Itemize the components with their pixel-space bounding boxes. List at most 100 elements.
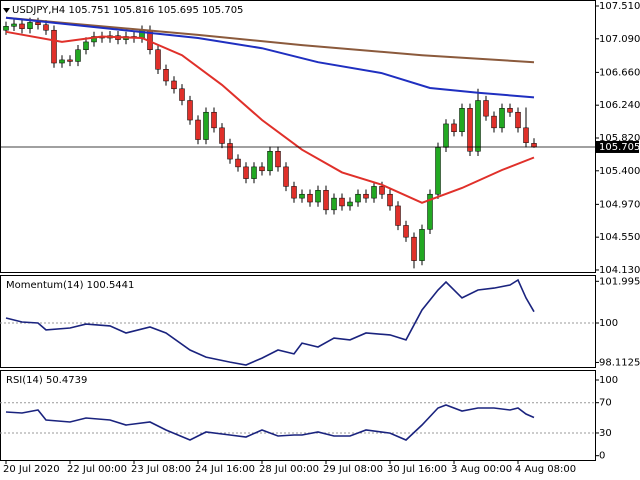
- y-tick-label: 100: [599, 318, 618, 329]
- x-tick-label: 20 Jul 2020: [3, 464, 60, 475]
- candle-body: [59, 59, 65, 64]
- indicator-line: [5, 278, 535, 366]
- y-tick-label: 106.660: [599, 67, 640, 78]
- candle-body: [299, 193, 305, 199]
- y-tick-label: 104.130: [599, 265, 640, 276]
- candle-body: [379, 186, 385, 195]
- candle-body: [507, 108, 513, 113]
- panel-title: RSI(14) 50.4739: [6, 375, 87, 386]
- candle-body: [371, 186, 377, 199]
- panel-frame: [0, 0, 596, 273]
- y-tick-label: 105.820: [599, 133, 640, 144]
- candle-body: [11, 23, 17, 27]
- candle-body: [395, 205, 401, 226]
- candle-body: [67, 59, 73, 62]
- panel-frame: [0, 370, 596, 461]
- candle-body: [499, 108, 505, 129]
- candle-body: [347, 201, 353, 207]
- candle-body: [75, 49, 81, 62]
- x-tick-label: 24 Jul 16:00: [195, 464, 255, 475]
- candle-body: [283, 166, 289, 187]
- candle-body: [523, 127, 529, 143]
- candle-body: [267, 151, 273, 172]
- candle-body: [331, 197, 337, 211]
- candle-body: [411, 236, 417, 261]
- candle-body: [443, 123, 449, 148]
- y-tick-label: 100: [599, 375, 618, 386]
- price-label: 105.705: [599, 142, 640, 153]
- indicator-line: [5, 16, 535, 99]
- y-tick-label: 107.090: [599, 34, 640, 45]
- x-tick-label: 3 Aug 00:00: [451, 464, 512, 475]
- candle-body: [51, 29, 57, 64]
- indicator-line: [5, 16, 535, 64]
- x-tick-label: 30 Jul 16:00: [387, 464, 447, 475]
- candle-body: [531, 143, 537, 148]
- y-tick-label: 0: [599, 451, 605, 462]
- panel-title: USDJPY,H4 105.751 105.816 105.695 105.70…: [12, 5, 243, 16]
- candle-body: [339, 197, 345, 207]
- candle-body: [491, 115, 497, 129]
- candle-body: [211, 111, 217, 129]
- candle-body: [323, 190, 329, 211]
- indicator-line: [5, 30, 535, 204]
- candle-body: [355, 193, 361, 203]
- candle-body: [403, 225, 409, 238]
- y-tick-label: 107.510: [599, 1, 640, 12]
- candle-body: [3, 26, 9, 31]
- candle-body: [91, 36, 97, 43]
- indicator-line: [5, 404, 535, 441]
- x-tick-label: 22 Jul 00:00: [67, 464, 127, 475]
- y-tick-label: 104.970: [599, 199, 640, 210]
- candle-body: [227, 143, 233, 160]
- y-tick-label: 104.550: [599, 232, 640, 243]
- candle-body: [179, 88, 185, 101]
- y-tick-label: 105.400: [599, 166, 640, 177]
- candle-body: [435, 147, 441, 195]
- candle-body: [19, 23, 25, 29]
- candle-body: [363, 193, 369, 199]
- candle-body: [235, 158, 241, 168]
- candle-body: [427, 193, 433, 230]
- panel-title: Momentum(14) 100.5441: [6, 280, 134, 291]
- candle-body: [259, 166, 265, 172]
- candle-body: [419, 229, 425, 261]
- candle-body: [27, 22, 33, 29]
- y-tick-label: 70: [599, 398, 612, 409]
- candle-body: [35, 22, 41, 26]
- candle-body: [43, 24, 49, 31]
- panel-frame: [0, 275, 596, 368]
- candle-body: [315, 190, 321, 203]
- x-tick-label: 4 Aug 08:00: [515, 464, 576, 475]
- candle-body: [467, 108, 473, 152]
- y-tick-label: 30: [599, 428, 612, 439]
- x-tick-label: 29 Jul 08:00: [323, 464, 383, 475]
- candle-body: [187, 100, 193, 121]
- candle-body: [291, 186, 297, 199]
- candle-body: [275, 151, 281, 168]
- price-box: [596, 140, 639, 153]
- candle-body: [203, 111, 209, 140]
- x-tick-label: 28 Jul 00:00: [259, 464, 319, 475]
- candle-body: [243, 166, 249, 179]
- candle-body: [219, 127, 225, 144]
- candle-body: [307, 193, 313, 203]
- candle-body: [459, 108, 465, 132]
- candle-body: [171, 80, 177, 90]
- candle-body: [387, 193, 393, 207]
- candle-body: [515, 111, 521, 129]
- candle-body: [451, 123, 457, 132]
- candle-body: [195, 119, 201, 140]
- y-tick-label: 106.240: [599, 100, 640, 111]
- candle-body: [163, 69, 169, 82]
- y-tick-label: 101.995: [599, 276, 640, 287]
- candle-body: [251, 166, 257, 179]
- menu-triangle[interactable]: [3, 8, 10, 13]
- x-tick-label: 23 Jul 08:00: [131, 464, 191, 475]
- candle-body: [155, 49, 161, 70]
- candle-body: [83, 41, 89, 50]
- candle-body: [483, 100, 489, 117]
- candle-body: [475, 100, 481, 152]
